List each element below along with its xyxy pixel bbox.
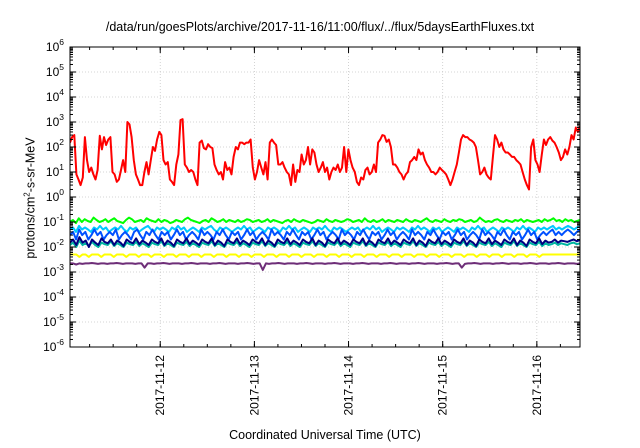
- series-line-1: [70, 118, 580, 191]
- series-line-4: [70, 228, 580, 241]
- y-tick-label: 105: [46, 62, 64, 79]
- series-line-3: [70, 224, 580, 233]
- x-tick-label: 2017-11-15: [436, 355, 450, 416]
- y-tick-label: 101: [46, 162, 64, 179]
- axes: 10-6 10-5 10-4 10-3 10-2 10-1 100 101 102 103 104 1…: [43, 37, 580, 416]
- y-tick-label: 10-4: [43, 287, 64, 304]
- y-tick-label: 10-1: [43, 212, 64, 229]
- x-tick-label: 2017-11-13: [247, 355, 261, 416]
- y-tick-label: 106: [46, 37, 64, 54]
- series-layer: [70, 118, 580, 271]
- grid: [70, 46, 580, 348]
- series-line-8: [70, 262, 580, 271]
- y-tick-label: 100: [46, 187, 64, 204]
- x-tick-label: 2017-11-12: [153, 355, 167, 416]
- y-tick-label: 10-3: [43, 262, 64, 279]
- series-line-6: [70, 236, 580, 248]
- series-line-2: [70, 216, 580, 225]
- x-axis-label: Coordinated Universal Time (UTC): [229, 428, 421, 442]
- chart-title: /data/run/goesPlots/archive/2017-11-16/1…: [105, 20, 535, 34]
- y-tick-label: 104: [46, 87, 64, 104]
- y-tick-label: 103: [46, 112, 64, 129]
- y-tick-label: 10-6: [43, 337, 64, 354]
- y-tick-label: 10-2: [43, 237, 64, 254]
- x-tick-label: 2017-11-14: [342, 355, 356, 416]
- series-line-7: [70, 253, 580, 258]
- y-tick-label: 10-5: [43, 312, 64, 329]
- x-tick-label: 2017-11-16: [530, 355, 544, 416]
- y-tick-label: 102: [46, 137, 64, 154]
